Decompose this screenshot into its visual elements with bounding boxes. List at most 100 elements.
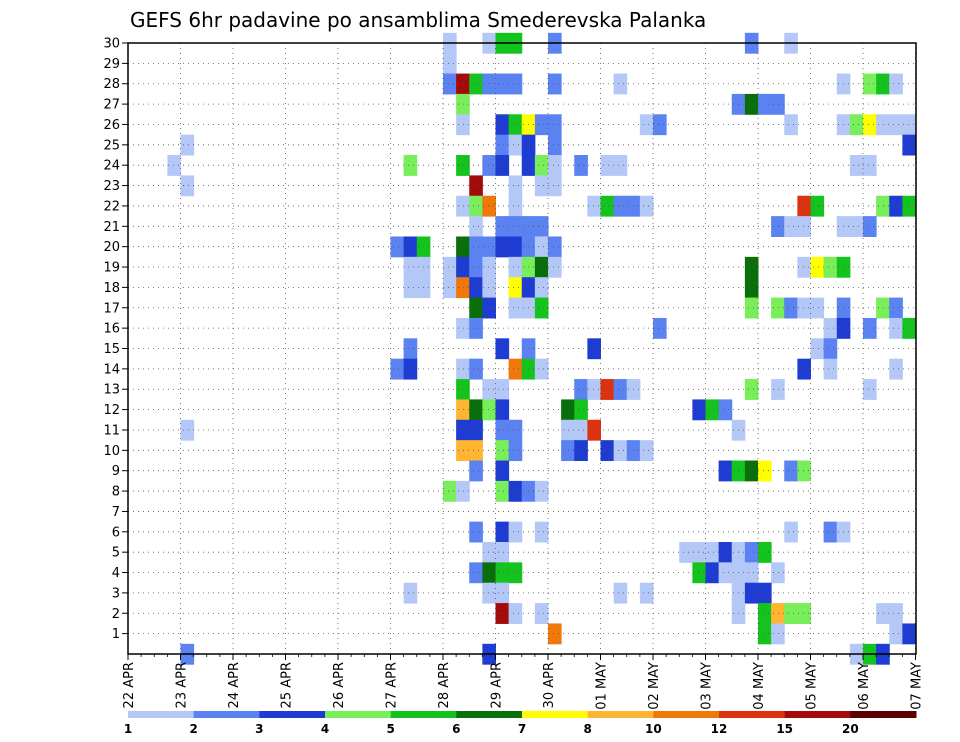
heatmap-cell xyxy=(482,399,496,421)
heatmap-cell xyxy=(758,623,772,645)
heatmap-cell xyxy=(561,440,575,462)
heatmap-cell xyxy=(403,155,418,176)
heatmap-cell xyxy=(403,338,418,360)
heatmap-cell xyxy=(797,256,811,278)
heatmap-cell xyxy=(744,562,759,584)
heatmap-cell xyxy=(456,73,470,95)
heatmap-cell xyxy=(534,236,549,258)
heatmap-cell xyxy=(587,419,601,441)
heatmap-cell xyxy=(482,562,496,584)
heatmap-cell xyxy=(849,216,864,237)
heatmap-cell xyxy=(443,53,457,75)
heatmap-cell xyxy=(508,195,523,217)
heatmap-cell xyxy=(784,521,798,543)
colorbar-label: 7 xyxy=(518,722,526,736)
heatmap-cell xyxy=(443,277,457,299)
heatmap-cell xyxy=(508,603,523,624)
x-tick-label: 22 APR xyxy=(122,662,137,708)
heatmap-cell xyxy=(482,195,496,217)
heatmap-cell xyxy=(495,236,510,258)
heatmap-cell xyxy=(639,582,654,604)
heatmap-cell xyxy=(469,195,483,217)
heatmap-cell xyxy=(744,93,759,115)
colorbar-swatch xyxy=(259,711,326,718)
x-tick-label: 24 APR xyxy=(227,662,242,708)
heatmap-cell xyxy=(613,582,628,604)
heatmap-cell xyxy=(889,73,903,95)
y-tick-label: 9 xyxy=(112,464,120,479)
heatmap-cell xyxy=(495,399,510,421)
heatmap-cell xyxy=(482,582,496,604)
heatmap-cell xyxy=(456,317,470,339)
colorbar-label: 20 xyxy=(842,722,859,736)
heatmap-cell xyxy=(863,73,877,95)
heatmap-cell xyxy=(784,216,798,237)
heatmap-cell xyxy=(705,562,720,584)
y-tick-label: 24 xyxy=(103,159,120,174)
heatmap-cell xyxy=(771,216,785,237)
x-tick-label: 29 APR xyxy=(490,662,505,708)
x-tick-label: 01 MAY xyxy=(595,662,610,710)
heatmap-cell xyxy=(771,297,785,319)
heatmap-cell xyxy=(574,399,588,421)
y-tick-label: 15 xyxy=(103,342,120,357)
heatmap-cell xyxy=(548,175,562,197)
heatmap-cell xyxy=(495,338,510,360)
heatmap-cell xyxy=(863,317,877,339)
heatmap-cell xyxy=(587,338,601,360)
heatmap-cell xyxy=(613,379,628,400)
colorbar-swatch xyxy=(719,711,786,718)
heatmap-cell xyxy=(495,480,510,502)
heatmap-cell xyxy=(469,399,483,421)
x-tick-label: 25 APR xyxy=(280,662,295,708)
colorbar-label: 10 xyxy=(645,722,662,736)
heatmap-cell xyxy=(876,195,890,217)
heatmap-cell xyxy=(456,379,470,400)
heatmap-cell xyxy=(600,195,615,217)
heatmap-cell xyxy=(443,480,457,502)
colorbar-label: 3 xyxy=(255,722,263,736)
heatmap-cell xyxy=(469,419,483,441)
heatmap-cell xyxy=(534,114,549,136)
heatmap-cell xyxy=(744,541,759,563)
heatmap-cell xyxy=(705,399,720,421)
heatmap-cell xyxy=(600,440,615,462)
heatmap-cell xyxy=(469,317,483,339)
colorbar-swatch xyxy=(193,711,260,718)
x-tick-label: 28 APR xyxy=(437,662,452,708)
heatmap-cell xyxy=(534,277,549,299)
colorbar-label: 4 xyxy=(321,722,329,736)
y-tick-label: 18 xyxy=(103,281,120,296)
heatmap-cell xyxy=(653,114,667,136)
y-tick-label: 30 xyxy=(103,37,120,52)
heatmap-cell xyxy=(469,216,483,237)
heatmap-cell xyxy=(810,256,825,278)
y-tick-label: 14 xyxy=(103,362,120,377)
heatmap-cell xyxy=(534,155,549,176)
heatmap-cell xyxy=(771,603,785,624)
heatmap-cell xyxy=(889,195,903,217)
y-axis: 1234567891011121314151617181920212223242… xyxy=(103,37,128,642)
heatmap-cell xyxy=(495,440,510,462)
x-tick-label: 02 MAY xyxy=(647,662,662,710)
heatmap-cell xyxy=(548,134,562,156)
y-tick-label: 27 xyxy=(103,98,120,113)
x-tick-label: 30 APR xyxy=(542,662,557,708)
heatmap-cell xyxy=(482,256,496,278)
heatmap-cell xyxy=(469,297,483,319)
heatmap-cell xyxy=(574,419,588,441)
heatmap-cell xyxy=(744,460,759,482)
heatmap-cell xyxy=(508,236,523,258)
heatmap-cell xyxy=(810,338,825,360)
heatmap-cell xyxy=(548,236,562,258)
y-tick-label: 12 xyxy=(103,403,120,418)
heatmap-cell xyxy=(692,399,706,421)
y-tick-label: 6 xyxy=(112,525,120,540)
heatmap-cell xyxy=(180,134,195,156)
y-tick-label: 22 xyxy=(103,199,120,214)
heatmap-cell xyxy=(758,603,772,624)
heatmap-cell xyxy=(180,175,195,197)
heatmap-cell xyxy=(548,623,562,645)
heatmap-cell xyxy=(456,93,470,115)
